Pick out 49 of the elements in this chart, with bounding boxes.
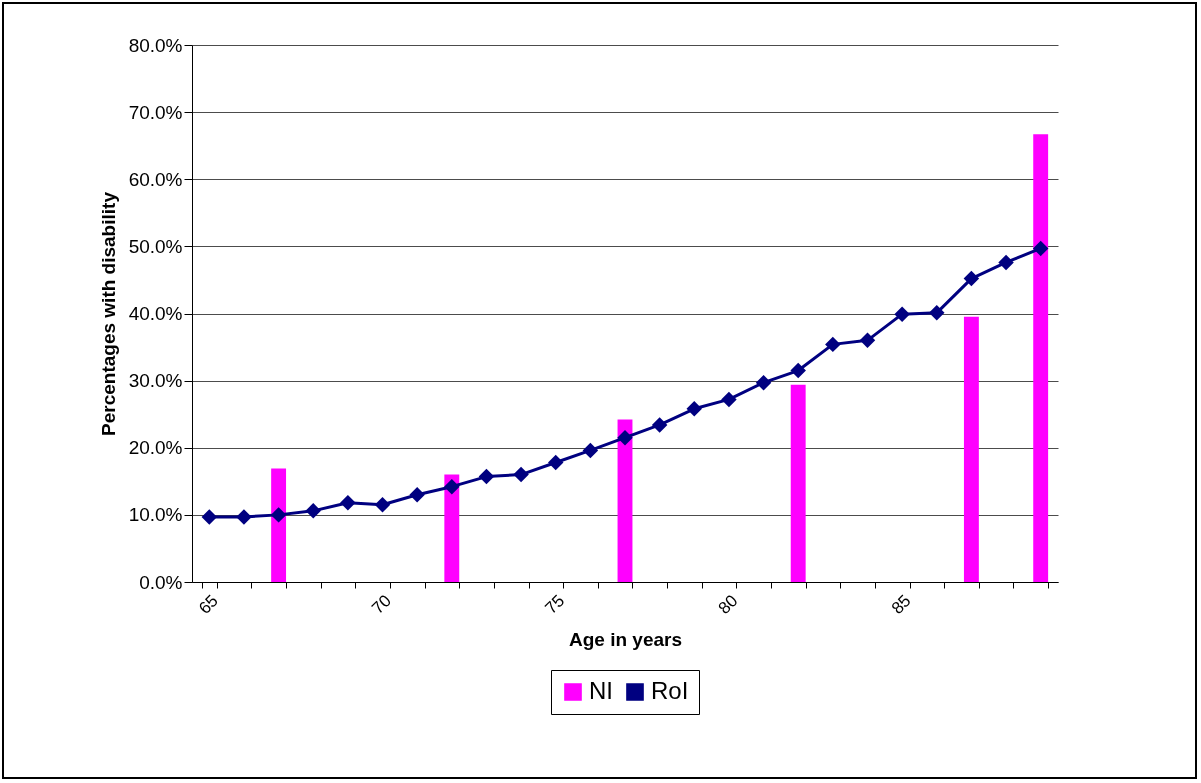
- point: [478, 468, 495, 485]
- bar: [617, 419, 633, 582]
- point: [201, 509, 218, 525]
- y-tick-label: 20.0%: [128, 437, 183, 459]
- point: [547, 454, 564, 471]
- point: [513, 466, 529, 483]
- y-tick-label: 0.0%: [139, 571, 183, 593]
- point: [894, 306, 910, 322]
- point: [409, 486, 425, 503]
- x-tick-label: 75: [541, 591, 569, 618]
- point: [755, 374, 772, 391]
- x-tick-label: 85: [887, 591, 915, 618]
- point: [374, 497, 391, 513]
- point: [651, 417, 668, 433]
- y-tick-label: 80.0%: [128, 34, 183, 56]
- bar: [1033, 134, 1049, 582]
- y-tick-label: 60.0%: [128, 168, 183, 190]
- point: [963, 270, 980, 287]
- legend-label: RoI: [651, 677, 689, 704]
- point: [236, 509, 252, 525]
- point: [340, 495, 356, 511]
- point: [929, 305, 945, 321]
- x-tick-label: 80: [714, 591, 742, 618]
- bar: [963, 316, 979, 582]
- point: [1032, 240, 1049, 257]
- y-tick-label: 30.0%: [128, 370, 183, 392]
- legend-label: NI: [589, 677, 613, 704]
- x-axis-title: Age in years: [569, 629, 682, 651]
- bar: [444, 474, 460, 582]
- point: [721, 391, 737, 408]
- point: [444, 478, 460, 495]
- point: [270, 507, 287, 523]
- point: [617, 429, 633, 446]
- y-axis-title: Percentages with disability: [97, 191, 119, 436]
- point: [825, 336, 841, 353]
- bar: [790, 384, 806, 582]
- point: [790, 362, 806, 379]
- y-tick-label: 40.0%: [128, 303, 183, 324]
- point: [686, 401, 703, 417]
- point: [859, 332, 876, 349]
- y-tick-label: 70.0%: [128, 101, 183, 123]
- y-tick-label: 10.0%: [128, 504, 183, 526]
- point: [998, 254, 1014, 271]
- y-tick-label: 50.0%: [128, 235, 183, 257]
- bar: [271, 468, 287, 582]
- x-tick-label: 65: [195, 591, 222, 618]
- x-tick-label: 70: [368, 591, 396, 618]
- point: [305, 503, 321, 519]
- point: [582, 442, 599, 459]
